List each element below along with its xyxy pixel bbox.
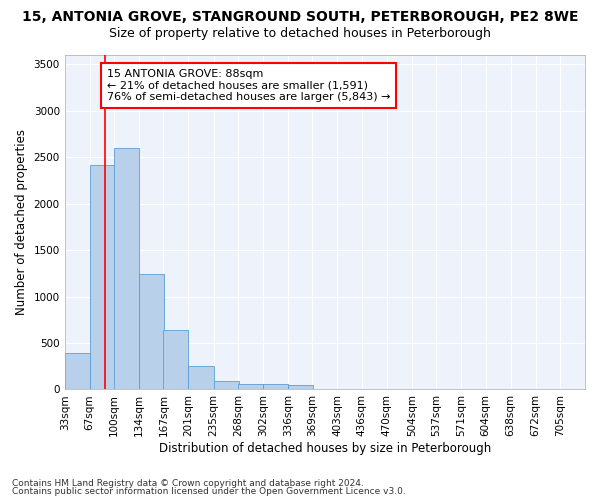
X-axis label: Distribution of detached houses by size in Peterborough: Distribution of detached houses by size … [159, 442, 491, 455]
Y-axis label: Number of detached properties: Number of detached properties [15, 129, 28, 315]
Bar [238, 384, 263, 390]
Text: 15 ANTONIA GROVE: 88sqm
← 21% of detached houses are smaller (1,591)
76% of semi: 15 ANTONIA GROVE: 88sqm ← 21% of detache… [107, 69, 390, 102]
Text: 15, ANTONIA GROVE, STANGROUND SOUTH, PETERBOROUGH, PE2 8WE: 15, ANTONIA GROVE, STANGROUND SOUTH, PET… [22, 10, 578, 24]
Bar [114, 148, 139, 390]
Text: Size of property relative to detached houses in Peterborough: Size of property relative to detached ho… [109, 28, 491, 40]
Text: Contains public sector information licensed under the Open Government Licence v3: Contains public sector information licen… [12, 487, 406, 496]
Bar [188, 366, 214, 390]
Bar [263, 384, 288, 390]
Bar [288, 386, 313, 390]
Bar [139, 274, 164, 390]
Bar [163, 330, 188, 390]
Bar [90, 164, 115, 390]
Text: Contains HM Land Registry data © Crown copyright and database right 2024.: Contains HM Land Registry data © Crown c… [12, 478, 364, 488]
Bar [214, 380, 239, 390]
Bar [65, 353, 90, 390]
